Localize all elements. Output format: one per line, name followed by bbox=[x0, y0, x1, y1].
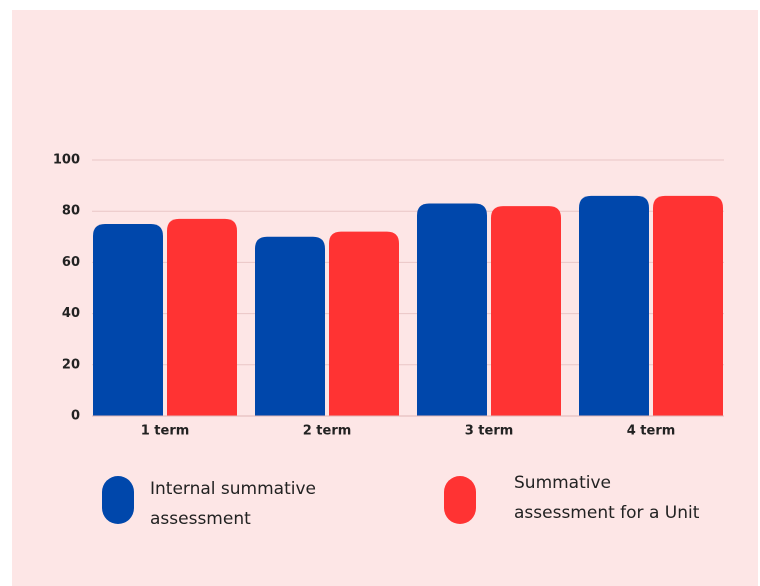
legend-label: Internal summative assessment bbox=[150, 479, 316, 529]
y-tick-label: 100 bbox=[53, 153, 80, 168]
legend-swatch bbox=[102, 476, 134, 524]
bar bbox=[417, 203, 487, 416]
legend-label: Summative assessment for a Unit bbox=[514, 473, 700, 523]
bar bbox=[93, 224, 163, 416]
y-tick-label: 20 bbox=[62, 357, 80, 372]
legend-swatch bbox=[444, 476, 476, 524]
x-tick-label: 4 term bbox=[627, 424, 676, 439]
y-tick-label: 80 bbox=[62, 204, 80, 219]
bar bbox=[329, 231, 399, 416]
y-tick-label: 0 bbox=[71, 409, 80, 424]
y-tick-label: 60 bbox=[62, 255, 80, 270]
bar bbox=[579, 195, 649, 416]
y-tick-label: 40 bbox=[62, 306, 80, 321]
bar bbox=[167, 218, 237, 416]
x-tick-label: 3 term bbox=[465, 424, 514, 439]
bar bbox=[491, 206, 561, 416]
x-tick-label: 2 term bbox=[303, 424, 352, 439]
x-tick-label: 1 term bbox=[141, 424, 190, 439]
bar bbox=[255, 236, 325, 416]
bar bbox=[653, 195, 723, 416]
